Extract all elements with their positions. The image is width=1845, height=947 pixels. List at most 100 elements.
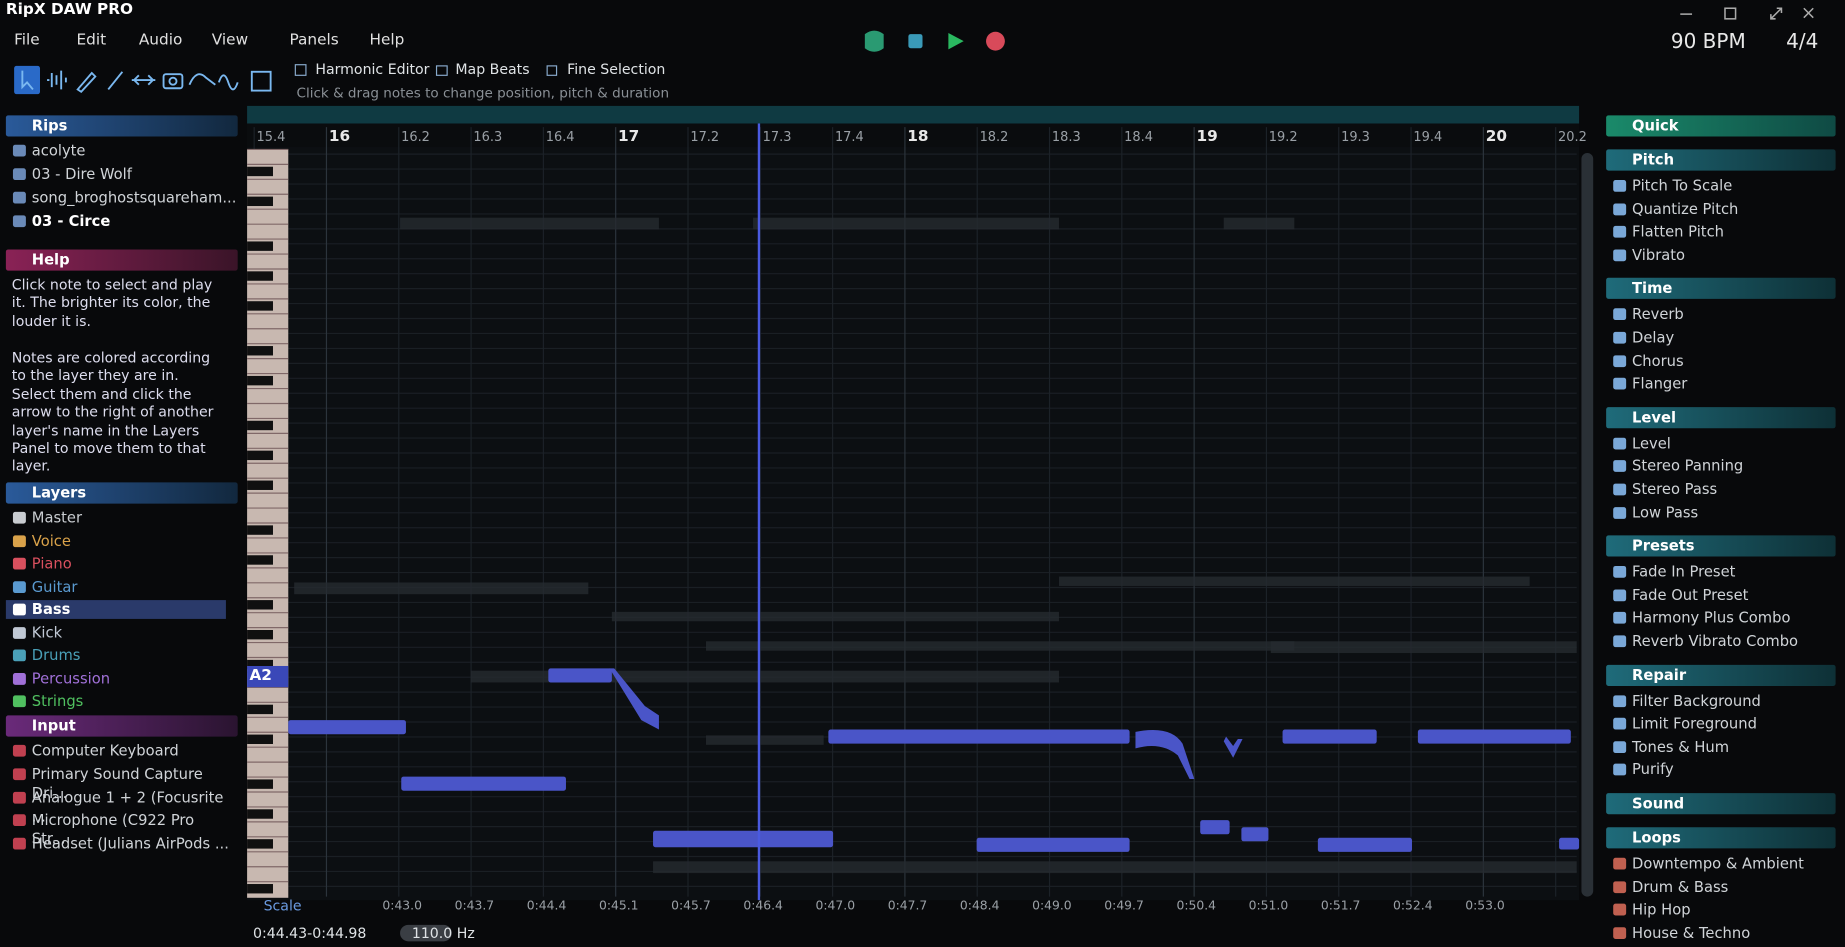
list-item[interactable]: Kick — [6, 624, 232, 643]
toolbar-option[interactable]: Map Beats — [455, 61, 530, 78]
list-item[interactable]: Fade Out Preset — [1606, 586, 1748, 605]
list-item[interactable]: Quantize Pitch — [1606, 200, 1738, 219]
list-item[interactable]: Drums — [6, 646, 232, 665]
list-item[interactable]: Filter Background — [1606, 691, 1761, 710]
faint-note — [294, 582, 589, 595]
list-item[interactable]: Purify — [1606, 761, 1674, 780]
list-item[interactable]: Percussion — [6, 670, 232, 689]
note — [828, 729, 1130, 744]
black-key — [247, 779, 273, 789]
section-header[interactable]: Quick — [1606, 115, 1836, 137]
bar-label: 19.4 — [1413, 130, 1442, 145]
list-item[interactable]: Reverb — [1606, 305, 1684, 324]
section-header[interactable]: Time — [1606, 278, 1836, 300]
list-item[interactable]: Harmony Plus Combo — [1606, 609, 1790, 628]
icon — [12, 191, 26, 204]
menu-item[interactable]: File — [14, 31, 40, 50]
time-label: 0:50.4 — [1176, 898, 1217, 914]
time-signature[interactable]: 4/4 — [1786, 30, 1819, 55]
time-label: 0:47.0 — [815, 898, 856, 914]
list-item[interactable]: Vibrato — [1606, 246, 1685, 265]
section-header[interactable]: Loops — [1606, 827, 1836, 849]
list-item[interactable]: 03 - Circe — [6, 212, 232, 231]
list-item[interactable]: Hip Hop — [1606, 900, 1691, 919]
list-item[interactable]: Computer Keyboard — [6, 741, 232, 760]
menu-item[interactable]: Edit — [76, 31, 107, 50]
list-item[interactable]: Analogue 1 + 2 (Focusrite ... — [6, 788, 232, 826]
list-item[interactable]: Bass — [5, 600, 226, 619]
bar-label: 16.4 — [546, 130, 575, 145]
icon — [1613, 331, 1627, 344]
list-item[interactable]: Fade In Preset — [1606, 563, 1735, 582]
list-item[interactable]: Delay — [1606, 328, 1674, 347]
menu-item[interactable]: Help — [369, 31, 405, 50]
list-item[interactable]: Chorus — [1606, 351, 1684, 370]
toolbar-option[interactable]: Harmonic Editor — [315, 61, 430, 78]
scale-button[interactable]: Scale — [263, 897, 302, 915]
list-item[interactable]: Limit Foreground — [1606, 714, 1757, 733]
list-item[interactable]: Tones & Hum — [1606, 738, 1729, 757]
list-item[interactable]: Drum & Bass — [1606, 877, 1728, 896]
note — [288, 720, 406, 735]
list-item[interactable]: Microphone (C922 Pro Str... — [6, 811, 232, 849]
time-label: 0:49.0 — [1032, 898, 1072, 914]
menu-item[interactable]: View — [211, 31, 249, 50]
note-label-bg — [247, 665, 289, 688]
time-label: 0:47.7 — [887, 898, 928, 914]
icon — [12, 535, 26, 548]
list-item[interactable]: Low Pass — [1606, 503, 1698, 522]
list-item[interactable]: Reverb Vibrato Combo — [1606, 632, 1798, 651]
menu-item[interactable]: Audio — [138, 31, 183, 50]
icon — [1613, 717, 1627, 730]
black-key — [247, 884, 273, 894]
list-item[interactable]: Pitch To Scale — [1606, 176, 1732, 195]
selection-time: 0:44.43-0:44.98 — [252, 924, 367, 942]
menu-item[interactable]: Panels — [289, 31, 339, 50]
list-item[interactable]: 03 - Dire Wolf — [6, 165, 232, 184]
section-header[interactable]: Input — [5, 715, 238, 737]
faint-note — [753, 217, 1059, 230]
section-header[interactable]: Sound — [1606, 793, 1836, 815]
list-item[interactable]: Strings — [6, 692, 232, 711]
time-label: 0:48.4 — [959, 898, 1000, 914]
list-item[interactable]: House & Techno — [1606, 923, 1750, 942]
list-item[interactable]: Guitar — [6, 578, 232, 597]
list-item[interactable]: Downtempo & Ambient — [1606, 854, 1804, 873]
list-item[interactable]: Voice — [6, 532, 232, 551]
list-item[interactable]: Flanger — [1606, 374, 1687, 393]
section-header[interactable]: Level — [1606, 406, 1836, 429]
section-header[interactable]: Help — [5, 249, 238, 271]
list-item[interactable]: Piano — [6, 554, 232, 573]
section-header[interactable]: Layers — [5, 482, 238, 504]
time-label: 0:51.7 — [1320, 898, 1361, 914]
section-header[interactable]: Rips — [5, 115, 238, 137]
section-header[interactable]: Pitch — [1606, 149, 1836, 171]
black-key — [247, 241, 273, 251]
list-item[interactable]: Flatten Pitch — [1606, 223, 1724, 242]
toolbar-option[interactable]: Fine Selection — [567, 61, 666, 78]
note — [1417, 729, 1571, 744]
bar-label: 19.2 — [1269, 130, 1298, 145]
section-header[interactable]: Presets — [1606, 535, 1836, 557]
list-item[interactable]: acolyte — [6, 141, 232, 160]
list-item[interactable]: Primary Sound Capture Dri... — [6, 765, 232, 803]
section-header[interactable]: Repair — [1606, 664, 1836, 686]
bar-label: 17.2 — [690, 130, 719, 145]
list-item[interactable]: song_broghostsquareham... — [6, 188, 236, 207]
list-item[interactable]: Master — [6, 508, 232, 527]
bpm[interactable]: 90 BPM — [1670, 30, 1746, 55]
list-item[interactable]: Headset (Julians AirPods ... — [6, 834, 232, 853]
list-item[interactable]: Stereo Panning — [1606, 457, 1743, 476]
icon — [1613, 764, 1627, 776]
frequency[interactable]: 110.0 Hz — [411, 924, 475, 942]
list-item[interactable]: Stereo Pass — [1606, 480, 1717, 499]
black-key — [247, 600, 273, 610]
black-key — [247, 301, 273, 311]
black-key — [247, 525, 273, 535]
icon — [1613, 926, 1627, 939]
note — [976, 837, 1130, 852]
list-item[interactable]: Level — [1606, 434, 1671, 453]
bar-label: 17.4 — [835, 130, 864, 145]
